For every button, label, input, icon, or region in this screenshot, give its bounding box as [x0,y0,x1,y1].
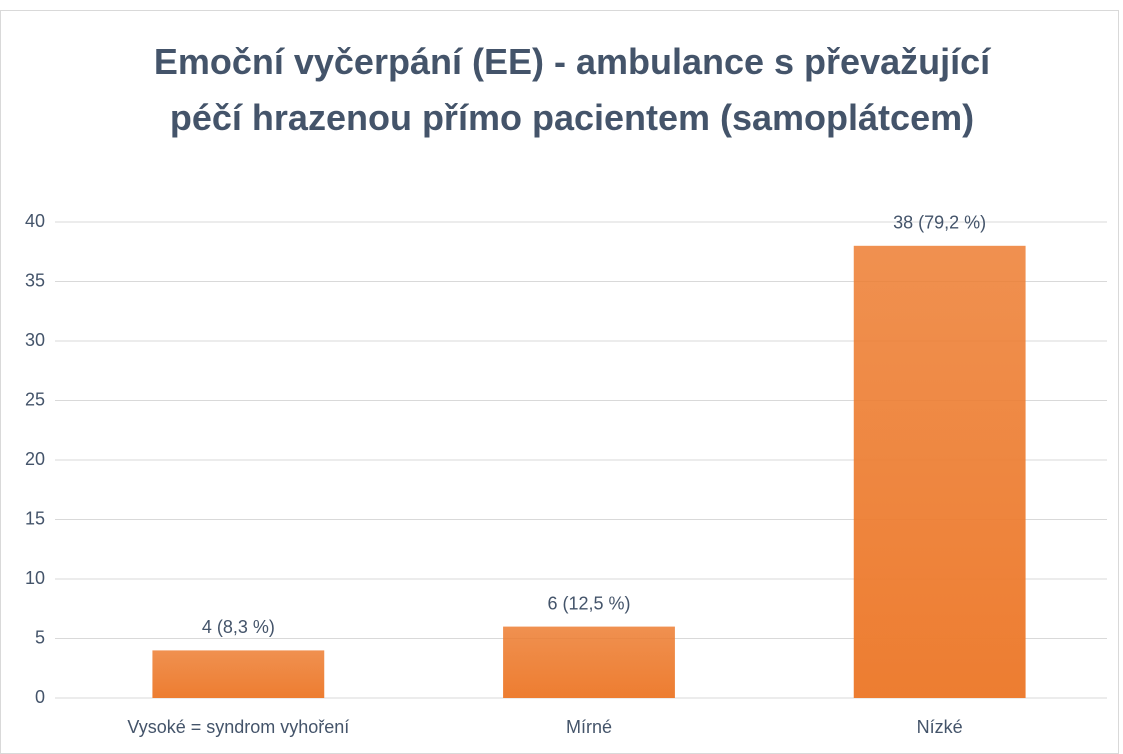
bar [853,245,1026,699]
y-tick-label: 10 [25,568,45,588]
y-tick-label: 15 [25,508,45,528]
bar [152,650,325,698]
y-tick-label: 20 [25,449,45,469]
data-label: 6 (12,5 %) [547,593,630,613]
y-tick-label: 40 [25,211,45,231]
x-tick-label: Nízké [917,717,963,737]
x-tick-label: Vysoké = syndrom vyhoření [127,717,349,737]
data-label: 38 (79,2 %) [893,213,986,233]
data-label: 4 (8,3 %) [202,617,275,637]
y-tick-label: 35 [25,270,45,290]
y-tick-label: 5 [35,627,45,647]
y-tick-label: 0 [35,687,45,707]
x-tick-label: Mírné [566,717,612,737]
chart-title: Emoční vyčerpání (EE) - ambulance s přev… [153,41,991,138]
y-tick-label: 30 [25,330,45,350]
bar [503,626,675,698]
y-tick-label: 25 [25,389,45,409]
